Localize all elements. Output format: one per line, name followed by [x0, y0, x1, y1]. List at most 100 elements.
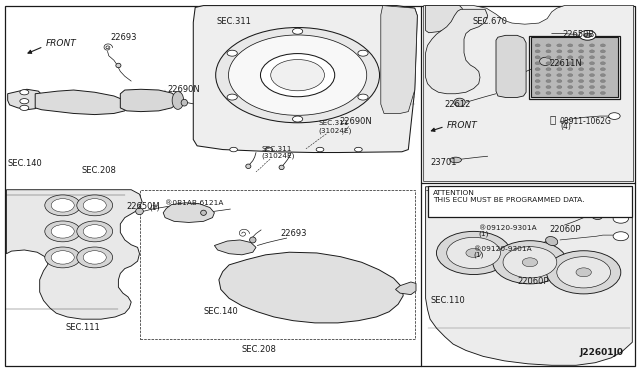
Text: 22690N: 22690N — [168, 85, 200, 94]
Circle shape — [228, 35, 367, 115]
Circle shape — [20, 105, 29, 110]
Circle shape — [613, 232, 628, 241]
Circle shape — [535, 62, 540, 65]
Text: ®09120-9301A: ®09120-9301A — [479, 225, 536, 231]
Circle shape — [546, 80, 551, 83]
Circle shape — [600, 92, 605, 94]
Circle shape — [292, 116, 303, 122]
Text: SEC.110: SEC.110 — [430, 296, 465, 305]
Circle shape — [358, 94, 368, 100]
Circle shape — [568, 92, 573, 94]
Circle shape — [260, 54, 335, 97]
Text: (1): (1) — [474, 252, 484, 258]
Bar — [531, 37, 618, 97]
Text: SEC.670: SEC.670 — [472, 17, 508, 26]
Circle shape — [584, 33, 591, 38]
Text: SEC.208: SEC.208 — [242, 345, 276, 354]
Text: SEC.311: SEC.311 — [216, 17, 251, 26]
Circle shape — [535, 68, 540, 71]
Circle shape — [600, 68, 605, 71]
Ellipse shape — [454, 98, 465, 106]
Polygon shape — [424, 6, 634, 182]
Circle shape — [609, 113, 620, 119]
Circle shape — [466, 248, 481, 257]
Circle shape — [579, 68, 584, 71]
Circle shape — [589, 92, 595, 94]
Circle shape — [579, 31, 596, 40]
Circle shape — [535, 44, 540, 47]
Circle shape — [589, 80, 595, 83]
Circle shape — [568, 56, 573, 59]
Text: 22693: 22693 — [280, 229, 307, 238]
Circle shape — [227, 94, 237, 100]
Bar — [529, 36, 620, 99]
Circle shape — [522, 258, 538, 267]
Circle shape — [503, 247, 557, 278]
Ellipse shape — [246, 164, 251, 169]
Text: SEC.311
(31024E): SEC.311 (31024E) — [261, 146, 294, 159]
Circle shape — [230, 147, 237, 152]
Circle shape — [600, 44, 605, 47]
Circle shape — [579, 92, 584, 94]
Circle shape — [447, 237, 500, 269]
Circle shape — [568, 50, 573, 53]
Ellipse shape — [201, 210, 206, 215]
Circle shape — [535, 80, 540, 83]
Circle shape — [589, 56, 595, 59]
Circle shape — [576, 268, 591, 277]
Circle shape — [546, 92, 551, 94]
Text: J22601J0: J22601J0 — [579, 348, 623, 357]
Circle shape — [589, 44, 595, 47]
Bar — [428, 186, 632, 217]
Circle shape — [83, 225, 106, 238]
Polygon shape — [219, 252, 403, 323]
Circle shape — [535, 50, 540, 53]
Circle shape — [355, 147, 362, 152]
Circle shape — [557, 50, 562, 53]
Circle shape — [589, 74, 595, 77]
Text: 22060P: 22060P — [549, 225, 580, 234]
Ellipse shape — [279, 165, 284, 170]
Circle shape — [579, 62, 584, 65]
Circle shape — [546, 74, 551, 77]
Polygon shape — [426, 9, 488, 94]
Polygon shape — [120, 89, 178, 112]
Text: (4): (4) — [560, 122, 571, 131]
Ellipse shape — [450, 157, 461, 163]
Polygon shape — [214, 240, 256, 255]
Ellipse shape — [181, 99, 188, 106]
Circle shape — [77, 195, 113, 216]
Circle shape — [579, 74, 584, 77]
Circle shape — [51, 225, 74, 238]
Circle shape — [579, 80, 584, 83]
Ellipse shape — [546, 237, 557, 246]
Polygon shape — [8, 89, 44, 110]
Circle shape — [436, 231, 511, 275]
Ellipse shape — [540, 57, 551, 65]
Text: 22650M: 22650M — [127, 202, 161, 211]
Ellipse shape — [172, 92, 184, 109]
Text: SEC.140: SEC.140 — [204, 307, 238, 316]
Circle shape — [600, 80, 605, 83]
Polygon shape — [6, 190, 142, 319]
Circle shape — [292, 28, 303, 34]
Circle shape — [557, 62, 562, 65]
Circle shape — [579, 86, 584, 89]
Circle shape — [227, 50, 237, 56]
Circle shape — [77, 247, 113, 268]
Circle shape — [579, 56, 584, 59]
Text: 23701: 23701 — [430, 158, 456, 167]
Ellipse shape — [136, 208, 143, 215]
Ellipse shape — [116, 63, 121, 68]
Polygon shape — [396, 282, 416, 295]
Text: ATTENTION
THIS ECU MUST BE PROGRAMMED DATA.: ATTENTION THIS ECU MUST BE PROGRAMMED DA… — [433, 190, 585, 203]
Circle shape — [51, 251, 74, 264]
Circle shape — [493, 241, 567, 284]
Circle shape — [557, 56, 562, 59]
Circle shape — [45, 247, 81, 268]
Text: 22611N: 22611N — [549, 59, 582, 68]
Circle shape — [568, 74, 573, 77]
Polygon shape — [163, 203, 214, 222]
Circle shape — [557, 92, 562, 94]
Circle shape — [535, 74, 540, 77]
